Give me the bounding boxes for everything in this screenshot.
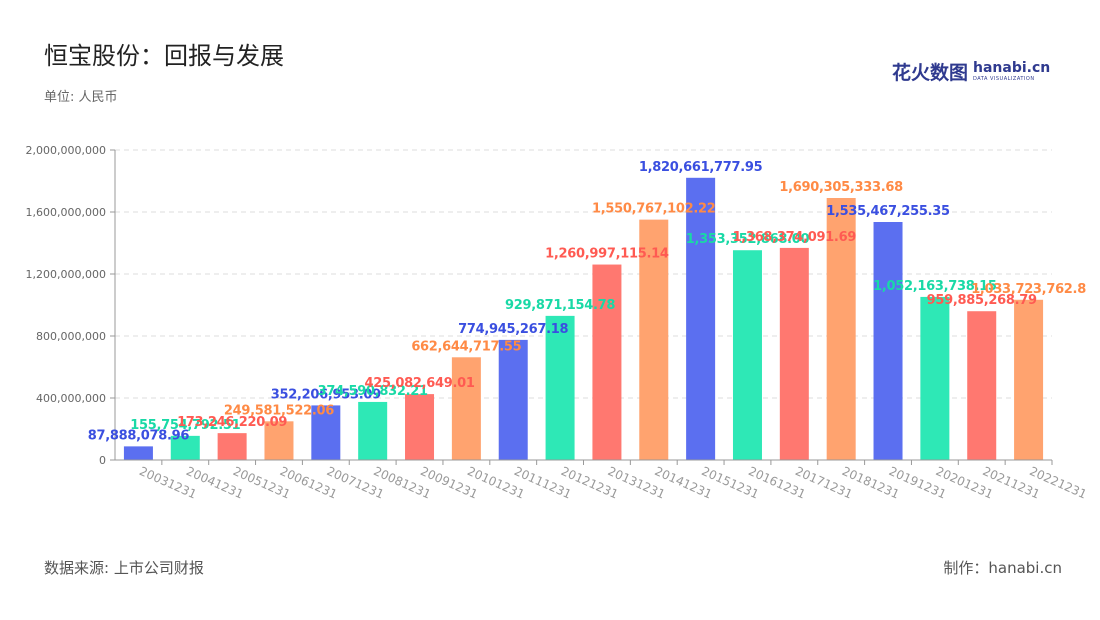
bar-value-label: 1,052,163,738.15: [873, 279, 997, 294]
x-axis-tick-labels: 2003123120041231200512312006123120071231…: [137, 464, 1089, 502]
value-labels: 87,888,078.96155,754,792.51173,246,220.0…: [88, 160, 1087, 444]
logo-en-group: hanabi.cn DATA VISUALIZATION: [973, 61, 1050, 82]
unit-label: 单位: 人民币: [44, 90, 118, 105]
bar: [732, 250, 762, 460]
bar: [592, 264, 622, 460]
logo-cn-text: 花火数图: [892, 62, 969, 84]
y-tick-label: 400,000,000: [36, 392, 106, 405]
bar-value-label: 1,353,352,868.00: [686, 232, 810, 247]
bar: [170, 435, 200, 460]
bar: [826, 198, 856, 460]
grid-lines: [110, 149, 1052, 461]
bar: [967, 311, 997, 460]
y-tick-label: 0: [99, 454, 106, 467]
y-tick-label: 2,000,000,000: [26, 144, 106, 157]
data-source: 数据来源: 上市公司财报: [44, 559, 204, 577]
bar: [498, 339, 528, 460]
bar: [873, 222, 903, 460]
chart-title: 恒宝股份：回报与发展: [44, 42, 284, 70]
bar: [686, 177, 716, 460]
logo-sub-text: DATA VISUALIZATION: [973, 76, 1035, 82]
bar: [920, 296, 950, 460]
axes: [114, 150, 1053, 465]
bar: [264, 421, 294, 460]
bar-value-label: 425,082,649.01: [364, 376, 474, 391]
y-axis-tick-labels: 0 400,000,000 800,000,000 1,200,000,000 1,60…: [26, 144, 106, 467]
bar: [451, 357, 481, 460]
bar-value-label: 1,550,767,102.22: [592, 202, 716, 217]
bar-value-label: 1,368,374,091.69: [733, 230, 857, 245]
bar-value-label: 662,644,717.55: [411, 339, 521, 354]
bar: [639, 219, 669, 460]
bar-value-label: 173,246,220.09: [177, 415, 287, 430]
bar: [405, 394, 435, 460]
bar-value-label: 929,871,154.78: [505, 298, 615, 313]
bar-value-label: 249,581,522.06: [224, 403, 334, 418]
bar-value-label: 1,690,305,333.68: [779, 180, 903, 195]
bar-value-label: 774,945,267.18: [458, 322, 568, 337]
y-tick-label: 800,000,000: [36, 330, 106, 343]
bar: [217, 433, 247, 460]
bar-value-label: 352,206,953.09: [271, 387, 381, 402]
bars: [123, 177, 1044, 460]
y-tick-label: 1,600,000,000: [26, 206, 106, 219]
hanabi-logo: 花火数图 hanabi.cn DATA VISUALIZATION: [892, 58, 1050, 85]
bar-value-label: 1,820,661,777.95: [639, 160, 763, 175]
bar: [311, 405, 341, 460]
bar-value-label: 374,590,832.21: [318, 384, 428, 399]
credit-text: 制作：hanabi.cn: [943, 559, 1062, 577]
bar-value-label: 1,033,723,762.8: [971, 282, 1086, 297]
bar-value-label: 155,754,792.51: [130, 418, 240, 433]
bar: [545, 315, 575, 460]
bar-value-label: 959,885,268.79: [927, 293, 1037, 308]
bar: [123, 446, 153, 460]
logo-en-text: hanabi.cn: [973, 60, 1051, 76]
bar-value-label: 1,535,467,255.35: [826, 204, 950, 219]
bar: [779, 247, 809, 460]
bar: [358, 401, 388, 460]
bar-value-label: 87,888,078.96: [88, 428, 190, 443]
y-tick-label: 1,200,000,000: [26, 268, 106, 281]
bar: [1014, 299, 1044, 460]
bar-value-label: 1,260,997,115.14: [545, 247, 669, 262]
